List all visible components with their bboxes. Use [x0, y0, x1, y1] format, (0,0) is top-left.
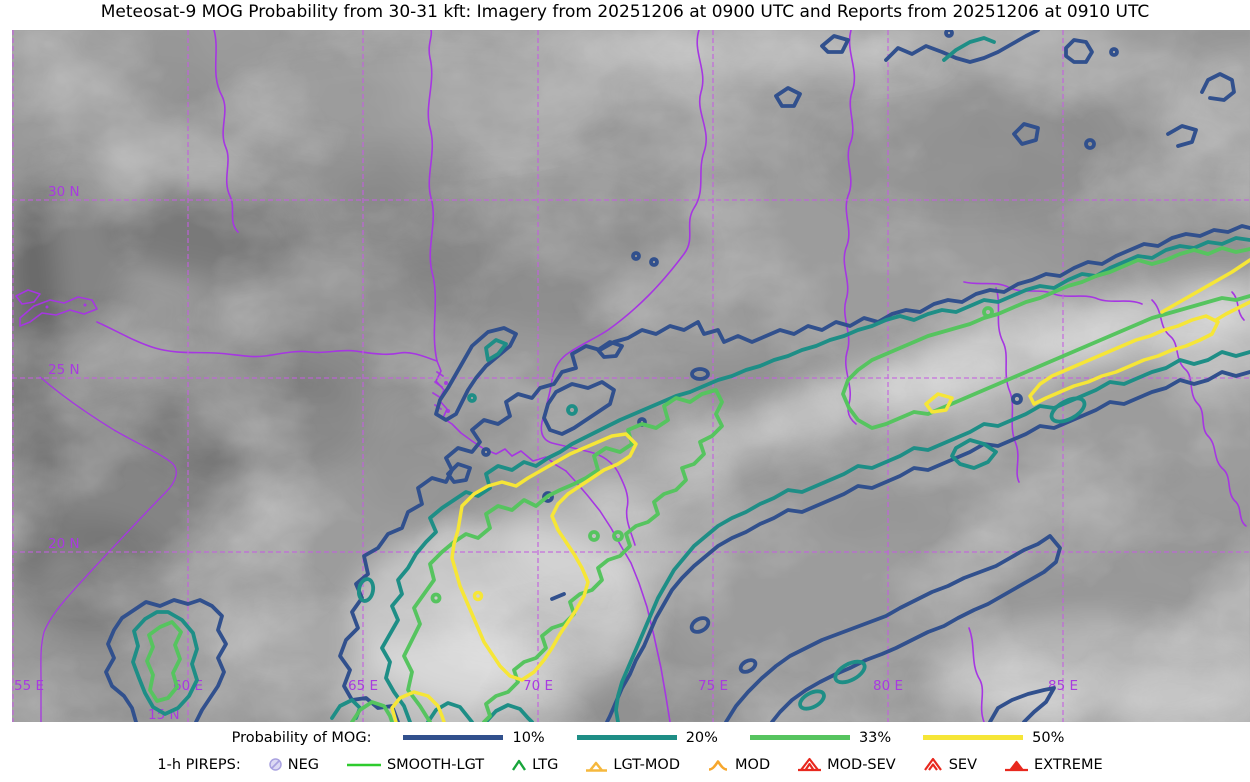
contour-10-swatch	[403, 735, 504, 740]
satellite-map-canvas: 30 N 25 N 20 N 15 N 55 E 60 E 65 E 70 E …	[12, 30, 1250, 722]
probability-item-50: 50%	[921, 730, 1064, 746]
pirep-item-sev-label: SEV	[948, 756, 978, 773]
pirep-item-lgt-mod: LGT-MOD	[584, 757, 680, 773]
border-north-central	[843, 30, 857, 425]
pirep-item-neg-label: NEG	[287, 756, 319, 773]
pirep-item-mod-sev-label: MOD-SEV	[827, 756, 896, 773]
coastline-oman	[39, 376, 177, 722]
lat-label-25n: 25 N	[48, 362, 80, 378]
border-nepal-ns	[995, 287, 1020, 483]
lat-label-20n: 20 N	[48, 536, 80, 552]
pirep-item-sev: SEV	[922, 756, 977, 773]
lon-label-65e: 65 E	[348, 678, 378, 694]
contour-20-swatch	[576, 735, 677, 740]
satellite-imagery	[12, 30, 1250, 722]
lon-label-85e: 85 E	[1048, 678, 1078, 694]
satellite-map: 30 N 25 N 20 N 15 N 55 E 60 E 65 E 70 E …	[12, 30, 1250, 722]
pirep-item-ltg: LTG	[510, 757, 558, 773]
lat-label-30n: 30 N	[48, 184, 80, 200]
probability-item-10-label: 10%	[512, 729, 545, 746]
extreme-icon	[1005, 760, 1029, 772]
border-east-3	[1231, 291, 1245, 321]
pireps-legend-label: 1-h PIREPS:	[157, 756, 241, 773]
lon-label-80e: 80 E	[873, 678, 903, 694]
coastline-hormuz	[15, 289, 41, 305]
contour-20pct	[131, 36, 1250, 722]
pirep-item-mod-sev: MOD-SEV	[796, 756, 896, 773]
page-title: Meteosat-9 MOG Probability from 30-31 kf…	[100, 2, 1150, 22]
border-east-2	[1207, 435, 1247, 527]
border-east-1	[1151, 299, 1209, 437]
coastline-indus-delta	[435, 360, 567, 472]
contour-33-swatch	[749, 735, 850, 740]
pirep-item-mod: MOD	[706, 757, 770, 773]
coastline-musandam	[19, 296, 98, 327]
probability-item-33: 33%	[748, 730, 891, 746]
probability-item-20-label: 20%	[685, 729, 718, 746]
smooth-lgt-icon	[346, 763, 381, 766]
lon-label-70e: 70 E	[523, 678, 553, 694]
coastline-makran	[96, 321, 438, 362]
pirep-item-lgt-mod-label: LGT-MOD	[613, 756, 681, 773]
pirep-item-neg: NEG	[267, 756, 319, 773]
lon-label-55e: 55 E	[14, 678, 44, 694]
lgt-mod-icon	[586, 761, 608, 772]
probability-item-50-label: 50%	[1032, 729, 1065, 746]
pirep-item-extreme: EXTREME	[1003, 756, 1103, 773]
neg-icon	[268, 758, 282, 771]
pireps-legend-row: 1-h PIREPS: NEG SMOOTH-LGT LTG	[0, 751, 1250, 778]
sev-icon	[923, 757, 942, 771]
border-iran-west	[213, 30, 239, 233]
pirep-item-smooth-lgt-label: SMOOTH-LGT	[386, 756, 485, 773]
coastline-india-west	[565, 470, 671, 722]
border-south-east	[968, 627, 985, 722]
latlon-grid	[12, 30, 1250, 722]
probability-legend-row: Probability of MOG: 10% 20% 33%	[0, 724, 1250, 751]
contour-10pct	[104, 30, 1250, 722]
probability-item-10: 10%	[401, 729, 545, 746]
border-iran-pakistan	[427, 30, 438, 362]
pirep-item-extreme-label: EXTREME	[1034, 756, 1103, 773]
probability-item-33-label: 33%	[858, 729, 892, 746]
geography-borders	[15, 30, 1247, 722]
probability-legend-label: Probability of MOG:	[231, 729, 372, 746]
pirep-item-ltg-label: LTG	[532, 756, 559, 773]
mod-sev-icon	[798, 757, 822, 772]
ltg-icon	[512, 759, 527, 771]
pirep-item-mod-label: MOD	[735, 756, 771, 773]
contour-50-swatch	[923, 735, 1024, 740]
probability-item-20: 20%	[575, 730, 718, 746]
legend: Probability of MOG: 10% 20% 33%	[0, 724, 1250, 782]
lon-label-75e: 75 E	[698, 678, 728, 694]
mod-icon	[708, 759, 728, 771]
contour-50pct	[390, 258, 1250, 722]
pirep-item-smooth-lgt: SMOOTH-LGT	[345, 757, 484, 773]
border-india-pakistan	[540, 30, 707, 546]
